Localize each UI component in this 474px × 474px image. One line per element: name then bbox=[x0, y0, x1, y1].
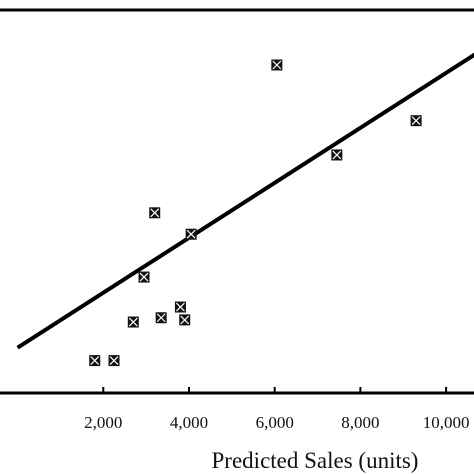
data-point-11 bbox=[410, 115, 422, 127]
x-tick-label-3: 8,000 bbox=[341, 413, 379, 432]
data-point-5 bbox=[155, 312, 167, 324]
x-tick-label-4: 10,000 bbox=[423, 413, 470, 432]
x-tick-label-2: 6,000 bbox=[256, 413, 294, 432]
data-point-2 bbox=[127, 316, 139, 328]
x-axis-title: Predicted Sales (units) bbox=[212, 448, 419, 473]
data-point-6 bbox=[174, 301, 186, 313]
data-point-0 bbox=[89, 355, 101, 367]
x-tick-label-1: 4,000 bbox=[170, 413, 208, 432]
data-points bbox=[89, 59, 422, 367]
data-point-7 bbox=[179, 314, 191, 326]
data-point-10 bbox=[331, 149, 343, 161]
regression-line bbox=[16, 52, 474, 350]
data-point-8 bbox=[185, 228, 197, 240]
data-point-9 bbox=[271, 59, 283, 71]
x-tick-label-0: 2,000 bbox=[84, 413, 122, 432]
data-point-1 bbox=[108, 355, 120, 367]
data-point-4 bbox=[149, 207, 161, 219]
data-point-3 bbox=[138, 271, 150, 283]
x-axis-ticks bbox=[102, 387, 448, 393]
